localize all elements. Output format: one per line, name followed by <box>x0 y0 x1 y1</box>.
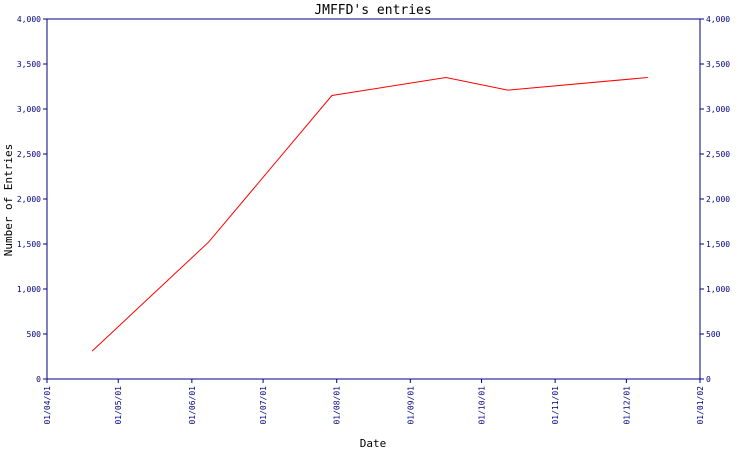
y-tick-label-left: 2,000 <box>17 195 41 204</box>
y-tick-label-right: 3,500 <box>706 60 730 69</box>
x-axis-label: Date <box>360 437 387 450</box>
y-axis-left-ticks: 0 500 1,000 1,500 2,000 2,500 3,000 3,500 4,000 <box>17 15 47 384</box>
series-line <box>91 76 648 352</box>
x-tick-label: 01/09/01 <box>406 386 415 425</box>
axes <box>46 18 701 380</box>
y-axis-label: Number of Entries <box>2 144 15 257</box>
y-tick-label-right: 2,500 <box>706 150 730 159</box>
y-axis-right-ticks: 0 500 1,000 1,500 2,000 2,500 3,000 3,500 4,000 <box>700 15 730 384</box>
x-tick-label: 01/05/01 <box>114 386 123 425</box>
series-group <box>91 76 648 352</box>
x-axis-ticks: 01/04/01 01/05/01 01/06/01 01/07/01 01/08/01… <box>43 379 705 425</box>
y-tick-label-left: 3,000 <box>17 105 41 114</box>
chart-title: JMFFD's entries <box>314 3 431 18</box>
x-tick-label: 01/01/02 <box>696 386 705 425</box>
y-tick-label-left: 1,500 <box>17 240 41 249</box>
plot-frame <box>46 18 701 380</box>
y-tick-label-right: 3,000 <box>706 105 730 114</box>
x-tick-label: 01/07/01 <box>259 386 268 425</box>
x-tick-label: 01/04/01 <box>43 386 52 425</box>
y-tick-label-right: 1,500 <box>706 240 730 249</box>
y-tick-label-left: 0 <box>36 375 41 384</box>
y-tick-label-left: 500 <box>27 330 42 339</box>
y-tick-label-right: 4,000 <box>706 15 730 24</box>
y-tick-label-left: 4,000 <box>17 15 41 24</box>
x-tick-label: 01/10/01 <box>478 386 487 425</box>
y-tick-label-left: 1,000 <box>17 285 41 294</box>
y-tick-label-left: 2,500 <box>17 150 41 159</box>
y-tick-label-left: 3,500 <box>17 60 41 69</box>
x-tick-label: 01/08/01 <box>333 386 342 425</box>
y-tick-label-right: 1,000 <box>706 285 730 294</box>
y-tick-label-right: 2,000 <box>706 195 730 204</box>
y-tick-label-right: 500 <box>706 330 721 339</box>
x-tick-label: 01/12/01 <box>622 386 631 425</box>
x-tick-label: 01/06/01 <box>188 386 197 425</box>
x-tick-label: 01/11/01 <box>551 386 560 425</box>
y-tick-label-right: 0 <box>706 375 711 384</box>
